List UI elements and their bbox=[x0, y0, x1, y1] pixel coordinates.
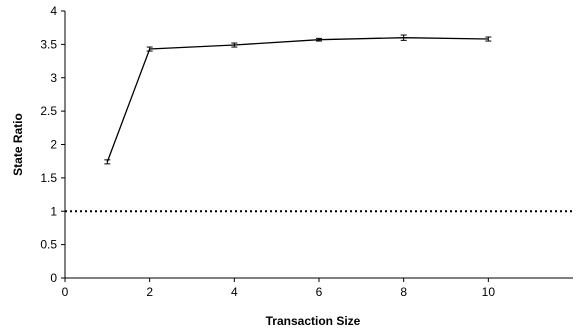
y-tick-label: 1 bbox=[50, 204, 57, 218]
tick-labels-group: 0 0.5 1 1.5 2 2.5 3 3.5 4 0 2 4 6 8 10 bbox=[40, 4, 495, 299]
data-point bbox=[231, 42, 238, 48]
data-point bbox=[316, 37, 322, 42]
y-tick-label: 3.5 bbox=[40, 37, 57, 51]
data-point bbox=[146, 46, 153, 52]
series-line bbox=[106, 37, 489, 163]
y-tick-label: 3 bbox=[50, 71, 57, 85]
x-tick-label: 2 bbox=[146, 285, 153, 299]
x-axis-title: Transaction Size bbox=[266, 314, 361, 328]
y-tick-label: 0 bbox=[50, 271, 57, 285]
x-tick-label: 10 bbox=[482, 285, 496, 299]
y-tick-label: 2.5 bbox=[40, 104, 57, 118]
x-tick-label: 4 bbox=[231, 285, 238, 299]
y-axis-title: State Ratio bbox=[11, 113, 25, 176]
axes-group bbox=[61, 10, 573, 282]
y-tick-label: 4 bbox=[50, 4, 57, 18]
data-point bbox=[104, 159, 111, 165]
y-tick-label: 0.5 bbox=[40, 238, 57, 252]
x-tick-label: 6 bbox=[316, 285, 323, 299]
x-tick-label: 8 bbox=[400, 285, 407, 299]
y-tick-label: 2 bbox=[50, 138, 57, 152]
series-group bbox=[104, 34, 492, 165]
data-point bbox=[400, 34, 407, 41]
x-tick-label: 0 bbox=[62, 285, 69, 299]
y-tick-label: 1.5 bbox=[40, 171, 57, 185]
data-point bbox=[485, 36, 492, 42]
